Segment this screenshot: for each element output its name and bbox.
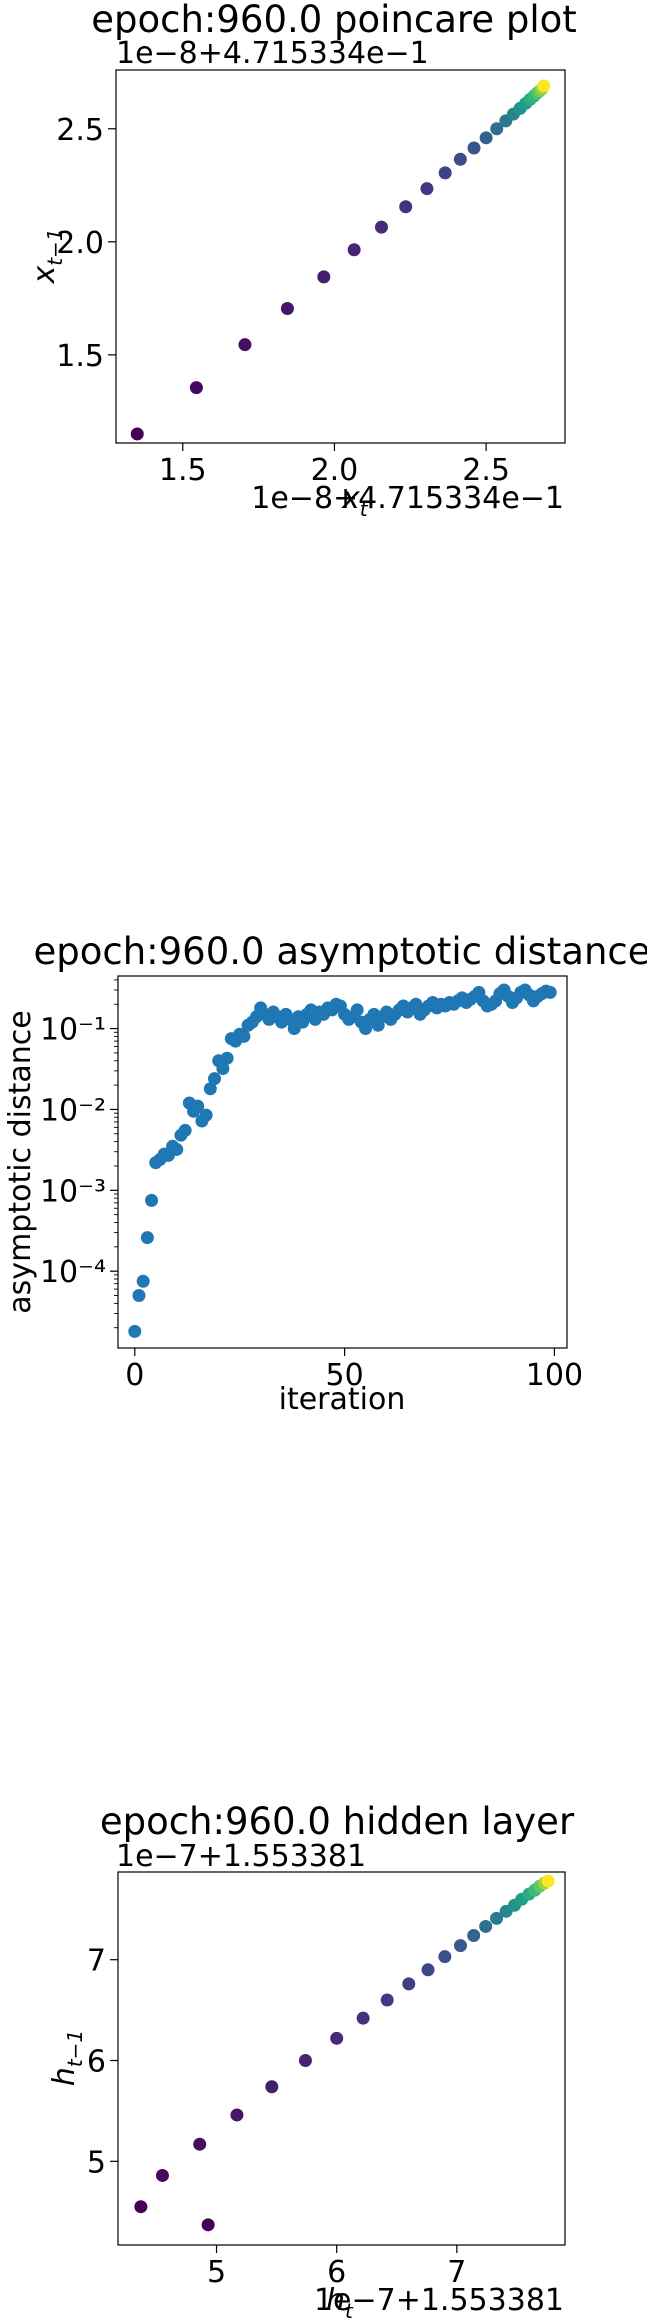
- y-tick-group: 1.5 2.0 2.5: [56, 113, 116, 374]
- data-point: [330, 2031, 344, 2045]
- data-point: [130, 427, 144, 441]
- x-tick-label: 50: [326, 1358, 364, 1393]
- data-point: [537, 79, 551, 93]
- x-tick-label: 6: [327, 2255, 346, 2290]
- data-point: [128, 1324, 142, 1338]
- y-axis-label: asymptotic distance: [3, 1010, 38, 1313]
- data-point: [317, 270, 331, 284]
- data-point: [420, 182, 434, 196]
- data-point: [201, 2218, 215, 2232]
- scatter-points: [128, 983, 557, 1338]
- asymptotic-distance-chart: epoch:960.0 asymptotic distance 0 50 100 1…: [3, 930, 647, 1417]
- y-axis-label: ht−1: [47, 2030, 87, 2086]
- y-tick-label: 7: [87, 1944, 106, 1979]
- data-point: [453, 152, 467, 166]
- data-point: [220, 1051, 234, 1065]
- y-tick-label: 2.0: [56, 226, 104, 261]
- x-tick-group: 1.5 2.0 2.5: [159, 443, 510, 488]
- y-tick-group: 10⁻⁴ 10⁻³ 10⁻² 10⁻¹: [40, 979, 118, 1329]
- y-tick-label: 5: [87, 2145, 106, 2180]
- data-point: [479, 1919, 493, 1933]
- x-tick-label: 0: [125, 1358, 144, 1393]
- x-tick-label: 2.0: [311, 453, 359, 488]
- data-point: [453, 1939, 467, 1953]
- plot-frame: [117, 1871, 566, 2246]
- x-tick-label: 5: [207, 2255, 226, 2290]
- y-tick-group: 5 6 7: [87, 1944, 118, 2180]
- data-point: [230, 2108, 244, 2122]
- data-point: [350, 1003, 364, 1017]
- data-point: [421, 1963, 435, 1977]
- y-offset-label: 1e−7+1.553381: [116, 1839, 366, 1874]
- data-point: [380, 1993, 394, 2007]
- data-point: [280, 301, 294, 315]
- x-offset-label: 1e−7+1.553381: [314, 2283, 564, 2318]
- y-tick-label: 2.5: [56, 113, 104, 148]
- chart-title: epoch:960.0 asymptotic distance: [33, 930, 647, 973]
- data-point: [467, 141, 481, 155]
- data-point: [490, 122, 504, 136]
- y-tick-label: 10⁻⁴: [40, 1255, 106, 1290]
- poincare-chart: epoch:960.0 poincare plot 1e−8+4.715334e…: [27, 0, 577, 521]
- data-point: [155, 2168, 169, 2182]
- data-point: [347, 243, 361, 257]
- x-tick-label: 2.5: [462, 453, 510, 488]
- x-axis-label: xt: [341, 481, 369, 521]
- data-point: [136, 1274, 150, 1288]
- x-axis-label: ht: [326, 2283, 354, 2323]
- x-tick-label: 1.5: [159, 453, 207, 488]
- data-point: [374, 220, 388, 234]
- x-tick-label: 100: [526, 1358, 583, 1393]
- data-point: [399, 200, 413, 214]
- data-point: [541, 1874, 555, 1888]
- scatter-points: [134, 1874, 555, 2232]
- data-point: [191, 1099, 205, 1113]
- data-point: [490, 1911, 504, 1925]
- data-point: [237, 1029, 251, 1043]
- y-tick-label: 10⁻²: [40, 1093, 106, 1128]
- y-tick-label: 1.5: [56, 339, 104, 374]
- hidden-layer-chart: epoch:960.0 hidden layer 1e−7+1.553381 5…: [47, 1800, 575, 2323]
- y-tick-label: 10⁻³: [40, 1174, 106, 1209]
- data-point: [479, 131, 493, 145]
- data-point: [356, 2011, 370, 2025]
- data-point: [178, 1123, 192, 1137]
- y-offset-label: 1e−8+4.715334e−1: [116, 36, 429, 71]
- chart-title: epoch:960.0 poincare plot: [91, 0, 577, 41]
- y-tick-label: 10⁻¹: [40, 1013, 106, 1048]
- data-point: [402, 1977, 416, 1991]
- data-point: [238, 338, 252, 352]
- data-point: [543, 985, 557, 999]
- plot-frame: [115, 69, 566, 444]
- data-point: [265, 2080, 279, 2094]
- x-tick-group: 5 6 7: [207, 2245, 466, 2290]
- y-tick-label: 6: [87, 2045, 106, 2080]
- data-point: [216, 1062, 230, 1076]
- data-point: [145, 1193, 159, 1207]
- y-axis-label: xt−1: [27, 228, 67, 284]
- data-point: [189, 381, 203, 395]
- chart-title: epoch:960.0 hidden layer: [100, 1800, 575, 1843]
- x-tick-group: 0 50 100: [125, 1348, 583, 1393]
- x-offset-label: 1e−8+4.715334e−1: [251, 481, 564, 516]
- plot-frame: [117, 975, 568, 1349]
- data-point: [298, 2054, 312, 2068]
- x-axis-label: iteration: [279, 1382, 406, 1417]
- data-point: [193, 2137, 207, 2151]
- data-point: [203, 1082, 217, 1096]
- data-point: [134, 2200, 148, 2214]
- x-tick-label: 7: [447, 2255, 466, 2290]
- data-point: [208, 1072, 222, 1086]
- data-point: [467, 1929, 481, 1943]
- data-point: [199, 1108, 213, 1122]
- data-point: [438, 166, 452, 180]
- data-point: [438, 1950, 452, 1964]
- data-point: [170, 1142, 184, 1156]
- data-point: [140, 1231, 154, 1245]
- scatter-points: [130, 79, 551, 441]
- data-point: [132, 1289, 146, 1303]
